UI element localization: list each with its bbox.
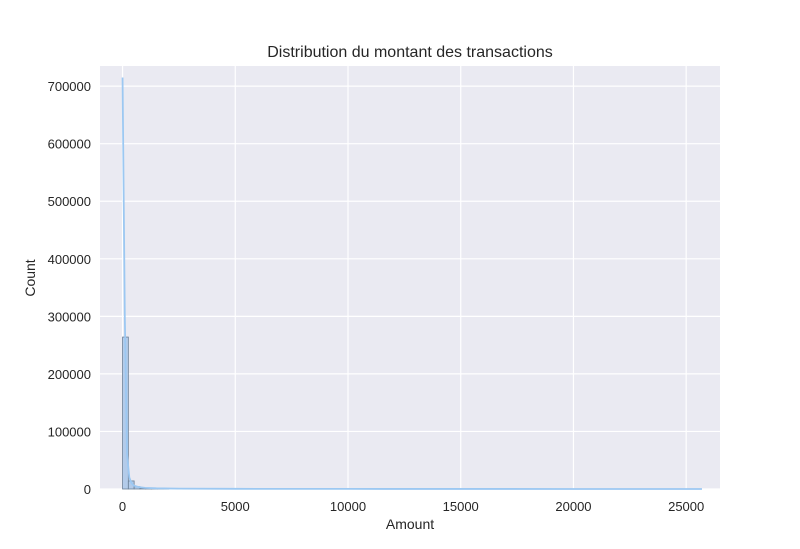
x-axis-label: Amount	[386, 516, 434, 532]
kde-curve	[121, 77, 702, 490]
kde-line	[121, 77, 702, 490]
y-tick-label: 600000	[48, 137, 91, 152]
x-tick-label: 0	[119, 499, 126, 514]
grid-lines	[100, 66, 720, 490]
y-tick-label: 400000	[48, 252, 91, 267]
x-tick-label: 25000	[668, 499, 704, 514]
y-tick-label: 200000	[48, 367, 91, 382]
x-tick-label: 20000	[555, 499, 591, 514]
y-tick-labels: 0 100000 200000 300000 400000 500000 600000 700…	[48, 79, 91, 497]
y-axis-label: Count	[22, 259, 38, 296]
y-tick-label: 100000	[48, 424, 91, 439]
x-tick-label: 10000	[330, 499, 366, 514]
x-tick-label: 5000	[221, 499, 250, 514]
plot-area	[100, 66, 720, 489]
x-tick-label: 15000	[443, 499, 479, 514]
y-tick-label: 500000	[48, 194, 91, 209]
chart-title: Distribution du montant des transactions	[267, 44, 552, 61]
y-tick-label: 700000	[48, 79, 91, 94]
x-tick-labels: 0 5000 10000 15000 20000 25000	[119, 499, 704, 514]
y-tick-label: 0	[84, 482, 91, 497]
y-tick-label: 300000	[48, 309, 91, 324]
